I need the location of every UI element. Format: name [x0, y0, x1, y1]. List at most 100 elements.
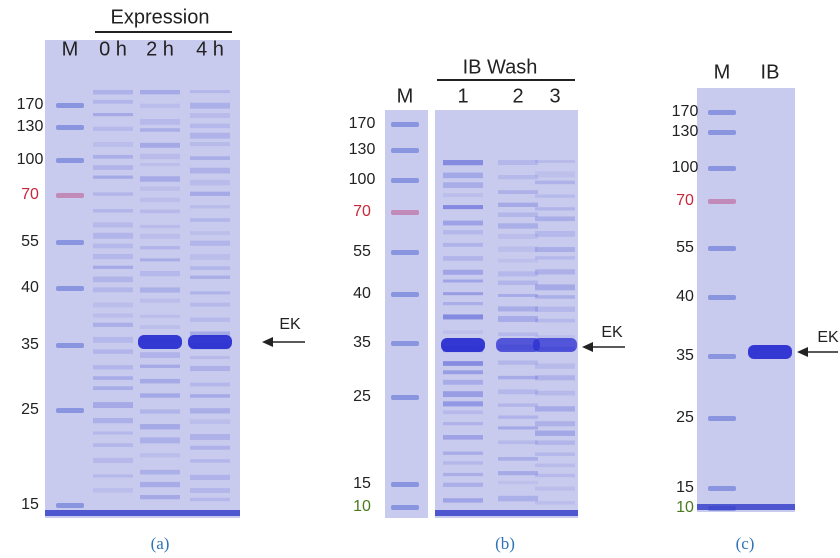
- band: [190, 365, 230, 372]
- band: [443, 172, 483, 179]
- band: [535, 207, 575, 211]
- band: [498, 160, 538, 166]
- band: [93, 302, 133, 308]
- arrow-head: [262, 337, 273, 347]
- marker-label: 170: [17, 96, 44, 113]
- band: [535, 194, 575, 198]
- band: [443, 205, 483, 210]
- band: [190, 132, 230, 139]
- marker-band: [391, 341, 419, 346]
- caption: (c): [736, 534, 755, 553]
- marker-label: 130: [672, 123, 699, 140]
- marker-band: [391, 250, 419, 255]
- band: [190, 90, 230, 94]
- band: [140, 119, 180, 125]
- band: [93, 232, 133, 239]
- band: [443, 370, 483, 375]
- arrow-label: EK: [817, 329, 839, 346]
- marker-band: [56, 286, 84, 291]
- band: [140, 258, 180, 262]
- marker-label: 10: [676, 499, 694, 516]
- band: [535, 452, 575, 456]
- marker-band: [708, 199, 736, 204]
- band: [93, 365, 133, 370]
- band: [535, 463, 575, 468]
- band: [93, 154, 133, 159]
- band: [498, 190, 538, 194]
- band: [140, 233, 180, 239]
- marker-label: 55: [21, 233, 39, 250]
- band: [498, 415, 538, 419]
- band: [93, 376, 133, 380]
- band: [190, 302, 230, 307]
- band: [443, 193, 483, 198]
- band: [93, 99, 133, 104]
- marker-label: 25: [353, 388, 371, 405]
- band: [443, 160, 483, 166]
- band: [190, 394, 230, 398]
- marker-label: 55: [676, 239, 694, 256]
- band: [498, 174, 538, 180]
- band: [190, 179, 230, 186]
- band: [140, 393, 180, 398]
- band: [190, 488, 230, 493]
- marker-band: [56, 240, 84, 245]
- band: [93, 488, 133, 493]
- band: [190, 459, 230, 463]
- band: [190, 156, 230, 160]
- band: [190, 205, 230, 209]
- band: [535, 284, 575, 291]
- marker-band: [708, 416, 736, 421]
- band: [93, 141, 133, 147]
- marker-label: 10: [353, 498, 371, 515]
- band: [190, 102, 230, 109]
- marker-label: 130: [17, 118, 44, 135]
- marker-label: 35: [353, 334, 371, 351]
- band-strong: [138, 335, 182, 349]
- dye-front: [45, 510, 240, 516]
- marker-label: 55: [353, 243, 371, 260]
- band: [443, 361, 483, 366]
- band: [190, 317, 230, 322]
- band: [140, 453, 180, 458]
- band: [93, 222, 133, 228]
- marker-label: 100: [672, 159, 699, 176]
- marker-band: [56, 158, 84, 163]
- band: [443, 279, 483, 283]
- band: [190, 112, 230, 118]
- lane-label: 4 h: [196, 38, 224, 60]
- marker-label: 170: [349, 115, 376, 132]
- group-label: IB Wash: [463, 56, 538, 78]
- band: [498, 495, 538, 502]
- band: [498, 403, 538, 407]
- band: [498, 316, 538, 322]
- band: [535, 318, 575, 323]
- band: [443, 314, 483, 320]
- band: [535, 295, 575, 299]
- lane-label: 2 h: [146, 38, 174, 60]
- band: [190, 474, 230, 481]
- marker-band: [391, 482, 419, 487]
- band: [190, 497, 230, 502]
- band: [535, 375, 575, 381]
- band: [190, 240, 230, 246]
- band: [140, 186, 180, 191]
- band: [498, 293, 538, 297]
- band: [498, 233, 538, 240]
- band: [535, 269, 575, 275]
- lane-label: 3: [549, 85, 560, 107]
- marker-label: 35: [676, 347, 694, 364]
- band: [140, 409, 180, 414]
- band: [93, 265, 133, 269]
- group-label: Expression: [111, 6, 210, 28]
- band: [140, 103, 180, 109]
- lane-label: M: [62, 38, 79, 60]
- band: [190, 408, 230, 414]
- band: [443, 451, 483, 455]
- band: [498, 246, 538, 252]
- marker-band: [56, 343, 84, 348]
- band: [93, 474, 133, 478]
- band: [498, 306, 538, 312]
- marker-label: 70: [353, 203, 371, 220]
